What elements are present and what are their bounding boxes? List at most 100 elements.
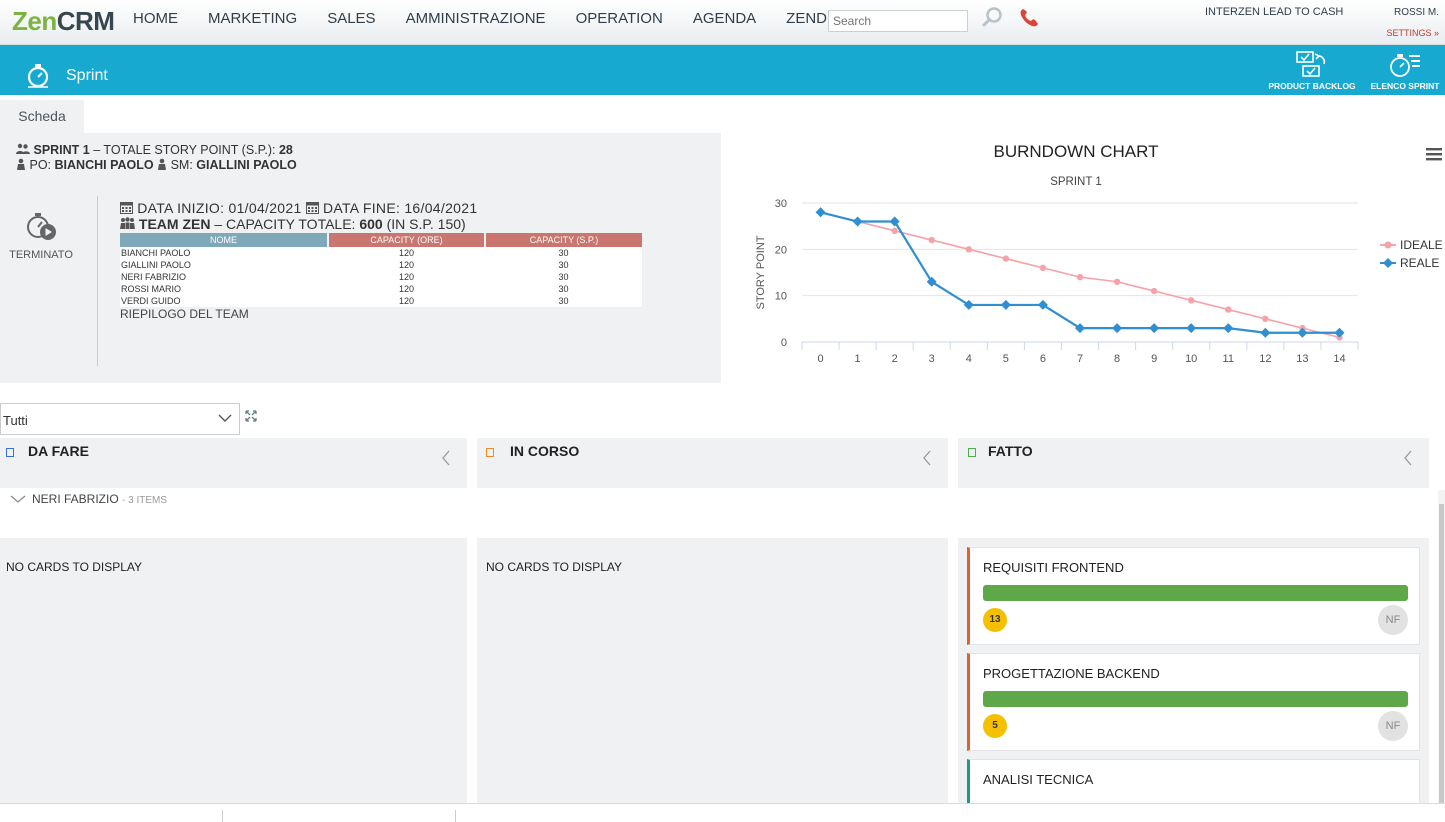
logo-crm: CRM xyxy=(56,6,115,36)
data-point-reale xyxy=(1075,323,1085,334)
nav-operation[interactable]: OPERATION xyxy=(575,10,663,27)
kanban-scrollbar[interactable] xyxy=(1438,490,1445,804)
logo-zen: Zen xyxy=(12,6,57,36)
column-color-marker xyxy=(6,448,14,457)
col-capacity-sp[interactable]: CAPACITY (S.P.) xyxy=(484,233,642,247)
data-point-ideale xyxy=(1113,278,1121,285)
y-tick-label: 30 xyxy=(775,198,787,210)
data-point-reale xyxy=(1334,327,1345,338)
assignee-avatar[interactable]: NF xyxy=(1378,711,1408,741)
search-input[interactable] xyxy=(828,10,968,32)
calendar-icon xyxy=(305,202,319,214)
data-point-reale xyxy=(1186,323,1197,334)
swimlane-count: - 3 ITEMS xyxy=(122,495,168,506)
table-row: GIALLINI PAOLO 120 30 xyxy=(120,259,642,271)
start-date: 01/04/2021 xyxy=(228,200,302,216)
data-point-ideale xyxy=(1188,297,1195,304)
column-body-da-fare: NO CARDS TO DISPLAY xyxy=(0,538,467,804)
sm-name: GIALLINI PAOLO xyxy=(196,158,297,172)
phone-icon[interactable] xyxy=(1018,6,1040,28)
collapse-column-icon[interactable] xyxy=(441,450,451,466)
nav-agenda[interactable]: AGENDA xyxy=(692,10,757,27)
y-tick-label: 20 xyxy=(775,244,787,256)
member-name: ROSSI MARIO xyxy=(120,283,328,295)
team-name: TEAM ZEN xyxy=(138,216,211,232)
nav-marketing[interactable]: MARKETING xyxy=(208,10,298,27)
col-nome[interactable]: NOME xyxy=(120,233,328,247)
table-row: BIANCHI PAOLO 120 30 xyxy=(120,247,642,259)
main-nav: HOME MARKETING SALES AMMINISTRAZIONE OPE… xyxy=(133,10,880,27)
column-color-marker xyxy=(486,448,494,457)
y-tick-label: 10 xyxy=(775,291,787,303)
status-label: TERMINATO xyxy=(9,249,73,261)
end-label: DATA FINE: xyxy=(322,200,401,216)
member-capacity-sp: 30 xyxy=(485,295,642,307)
calendar-icon xyxy=(120,202,133,214)
assignee-avatar[interactable]: NF xyxy=(1378,605,1408,635)
table-row: VERDI GUIDO 120 30 xyxy=(120,295,642,307)
member-name: VERDI GUIDO xyxy=(120,295,328,307)
team-capacity-line: TEAM ZEN – CAPACITY TOTALE: 600 (IN S.P.… xyxy=(120,216,466,232)
kanban-card[interactable]: PROGETTAZIONE BACKEND 5 NF xyxy=(967,653,1420,751)
nav-sales[interactable]: SALES xyxy=(327,10,376,27)
member-capacity-ore: 120 xyxy=(328,259,485,271)
person-icon xyxy=(17,158,25,170)
nav-home[interactable]: HOME xyxy=(133,10,178,27)
swimlane-header[interactable]: NERI FABRIZIO - 3 ITEMS xyxy=(10,492,167,506)
column-color-marker xyxy=(968,448,976,457)
elenco-sprint-button[interactable]: ELENCO SPRINT xyxy=(1368,50,1442,91)
x-tick-label: 9 xyxy=(1151,353,1157,365)
x-tick-label: 4 xyxy=(966,353,972,365)
chart-menu-icon[interactable] xyxy=(1426,147,1442,161)
y-axis-label: STORY POINT xyxy=(755,235,767,309)
tab-scheda[interactable]: Scheda xyxy=(0,100,84,134)
data-point-reale xyxy=(1037,299,1048,310)
empty-column-message: NO CARDS TO DISPLAY xyxy=(6,560,143,574)
data-point-ideale xyxy=(1150,287,1158,295)
product-backlog-button[interactable]: PRODUCT BACKLOG xyxy=(1266,50,1358,91)
table-row: ROSSI MARIO 120 30 xyxy=(120,283,642,295)
legend-marker xyxy=(1383,258,1393,268)
data-point-ideale xyxy=(1002,255,1010,262)
expand-icon[interactable] xyxy=(245,410,257,422)
chevron-down-icon[interactable] xyxy=(10,494,26,504)
swimlane-filter-select[interactable]: Tutti xyxy=(0,403,240,435)
x-tick-label: 1 xyxy=(855,353,861,365)
chevron-down-icon[interactable] xyxy=(218,413,232,423)
data-point-ideale xyxy=(928,236,935,244)
data-point-ideale xyxy=(1039,264,1047,272)
page-title: Sprint xyxy=(66,67,108,84)
column-title: IN CORSO xyxy=(510,443,580,459)
bottom-divider xyxy=(222,810,223,822)
legend-label: REALE xyxy=(1400,256,1439,270)
page-header-bar xyxy=(0,45,1445,95)
lead-to-cash-link[interactable]: INTERZEN LEAD TO CASH xyxy=(1205,6,1344,18)
legend-label: IDEALE xyxy=(1400,238,1443,252)
scrollbar-thumb[interactable] xyxy=(1439,504,1444,804)
x-tick-label: 0 xyxy=(817,353,823,365)
capacity-sp: (IN S.P. 150) xyxy=(386,216,466,232)
series-line-reale xyxy=(820,211,1340,334)
data-point-ideale xyxy=(965,246,972,253)
kanban-card[interactable]: REQUISITI FRONTEND 13 NF xyxy=(967,547,1420,645)
member-capacity-sp: 30 xyxy=(485,247,642,259)
team-summary-label: RIEPILOGO DEL TEAM xyxy=(120,307,249,321)
nav-amministrazione[interactable]: AMMINISTRAZIONE xyxy=(405,10,546,27)
user-name[interactable]: ROSSI M. xyxy=(1393,7,1439,18)
table-row: NERI FABRIZIO 120 30 xyxy=(120,271,642,283)
x-tick-label: 5 xyxy=(1003,353,1009,365)
column-body-fatto: REQUISITI FRONTEND 13 NF PROGETTAZIONE B… xyxy=(958,538,1429,809)
collapse-column-icon[interactable] xyxy=(922,450,932,466)
data-point-ideale xyxy=(1225,306,1232,313)
settings-link[interactable]: SETTINGS » xyxy=(1386,28,1439,38)
team-table-header: NOME CAPACITY (ORE) CAPACITY (S.P.) xyxy=(120,233,642,247)
col-capacity-ore[interactable]: CAPACITY (ORE) xyxy=(327,233,485,247)
kanban-card[interactable]: ANALISI TECNICA xyxy=(967,759,1420,809)
collapse-column-icon[interactable] xyxy=(1403,450,1413,466)
search-icon[interactable] xyxy=(982,6,1004,28)
backlog-icon xyxy=(1296,51,1326,77)
story-points-badge: 13 xyxy=(983,608,1007,632)
burndown-chart: BURNDOWN CHART SPRINT 1 0 10 20 30 0 1 2 3 4 5 6 7 8 9 1… xyxy=(740,135,1445,380)
zencrm-logo[interactable]: ZenCRM xyxy=(12,6,115,37)
